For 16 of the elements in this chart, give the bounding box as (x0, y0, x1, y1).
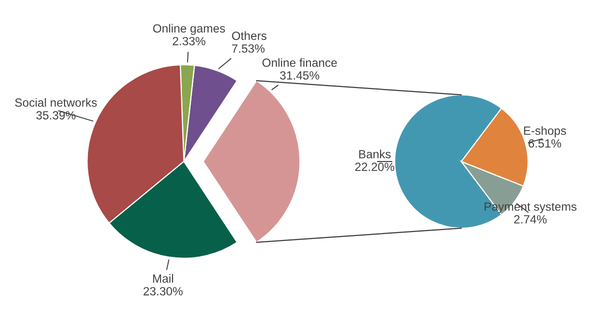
data-label: 31.45% (280, 71, 320, 80)
data-label: 2.33% (172, 36, 206, 46)
slice-label: Others (232, 31, 266, 40)
data-label: 2.74% (514, 215, 547, 224)
slice-label: Online games (153, 24, 225, 35)
data-label: 6.51% (528, 139, 562, 148)
slice-label: Social networks (15, 98, 97, 107)
slice-label: Online finance (262, 58, 337, 67)
slice-label: Mail (153, 274, 174, 283)
slice-label: Payment systems (484, 202, 576, 214)
data-label: 7.53% (232, 44, 265, 53)
slice-label: Banks (359, 150, 391, 158)
data-label: 35.39% (36, 111, 76, 120)
slice-label: E-shops (524, 126, 566, 138)
data-label: 22.20% (355, 162, 394, 172)
data-label: 23.30% (144, 287, 183, 296)
